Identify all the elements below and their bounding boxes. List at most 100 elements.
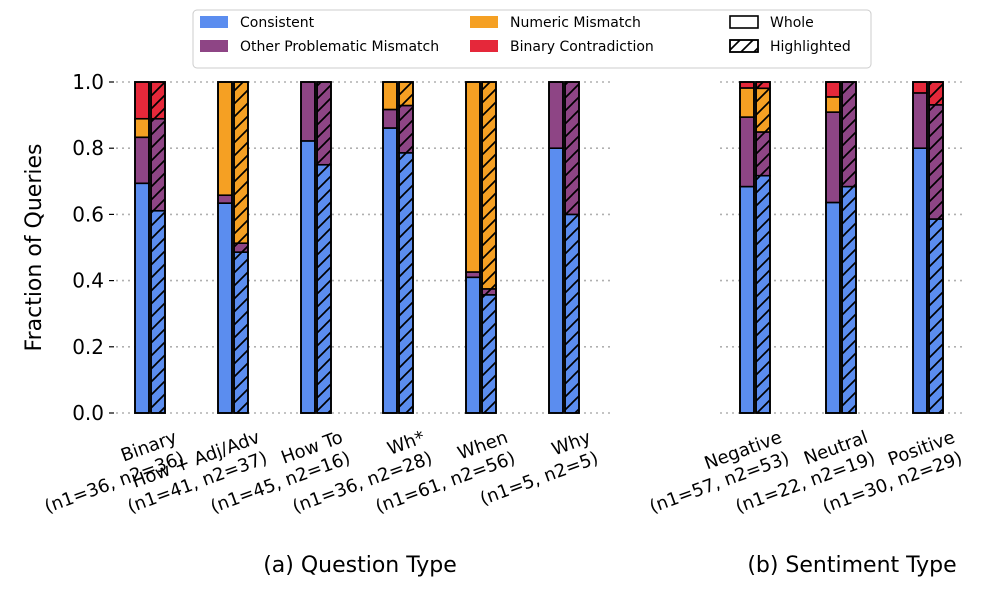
bar-outline-whole <box>548 81 564 414</box>
y-tick-label: 0.0 <box>72 401 104 425</box>
bar-hatch-other-problematic <box>482 288 496 295</box>
bar-whole-consistent <box>382 127 398 414</box>
bar-hatch-consistent <box>317 164 331 413</box>
legend-swatch-other-problematic <box>200 40 228 52</box>
bar-group-wh <box>382 81 414 414</box>
bar-whole-other-problematic <box>739 116 755 188</box>
bar-outline-highlighted <box>233 81 249 414</box>
legend-item-binary: Binary Contradiction <box>470 39 654 55</box>
bar-hatch-consistent <box>151 210 165 413</box>
legend-label-binary: Binary Contradiction <box>510 39 654 55</box>
bar-outline-highlighted <box>316 81 332 414</box>
bar-group-positive <box>912 81 944 414</box>
bar-hatch-other-problematic <box>565 82 579 215</box>
y-tick-label: 0.8 <box>72 136 104 160</box>
bar-whole-numeric <box>739 87 755 118</box>
bar-group-how-adj-adv <box>217 81 249 414</box>
bar-hatch-numeric <box>399 82 413 106</box>
legend-label-highlighted: Highlighted <box>770 39 851 55</box>
y-tick-label: 0.2 <box>72 335 104 359</box>
bar-whole-numeric <box>217 81 233 197</box>
bar-whole-consistent <box>739 185 755 414</box>
legend: Consistent Other Problematic Mismatch Nume… <box>192 9 872 69</box>
legend-swatch-hatch <box>729 39 759 53</box>
bar-whole-other-problematic <box>217 194 233 204</box>
bar-whole-consistent <box>825 201 841 414</box>
legend-swatch-whole <box>729 15 759 29</box>
bar-hatch-consistent <box>756 175 770 413</box>
legend-item-highlighted: Highlighted <box>729 39 851 55</box>
bar-hatch-other-problematic <box>756 131 770 176</box>
y-tick-label: 1.0 <box>72 70 104 94</box>
bar-whole-consistent <box>548 147 564 414</box>
bar-whole-numeric <box>825 96 841 113</box>
y-axis-label: Fraction of Queries <box>22 144 47 352</box>
legend-swatch-numeric <box>470 16 498 28</box>
legend-item-consistent: Consistent <box>200 15 315 31</box>
bar-whole-other-problematic <box>825 111 841 204</box>
bar-group-neutral <box>825 81 857 414</box>
legend-item-whole: Whole <box>729 15 814 31</box>
bar-whole-other-problematic <box>134 136 150 185</box>
bar-hatch-binary <box>929 82 943 105</box>
bar-whole-numeric <box>134 117 150 139</box>
bar-whole-other-problematic <box>548 81 564 149</box>
bar-group-negative <box>739 81 771 414</box>
legend-swatch-binary <box>470 40 498 52</box>
bar-whole-binary <box>912 81 928 94</box>
legend-item-other-problematic: Other Problematic Mismatch <box>200 39 439 55</box>
bar-whole-other-problematic <box>300 81 316 142</box>
bar-whole-consistent <box>300 140 316 414</box>
bar-hatch-consistent <box>234 252 248 413</box>
bar-whole-consistent <box>217 202 233 414</box>
panel-title: (b) Sentiment Type <box>747 553 956 578</box>
bar-outline-highlighted <box>841 81 857 414</box>
bar-whole-consistent <box>912 147 928 414</box>
bar-hatch-numeric <box>756 88 770 132</box>
panel-sentiment-type: Negative(n1=57, n2=53) Neutral(n1=22, n2=… <box>647 81 965 578</box>
bar-outline-whole <box>825 81 841 414</box>
bar-hatch-other-problematic <box>929 104 943 220</box>
bar-hatch-consistent <box>929 219 943 413</box>
bar-outline-whole <box>217 81 233 414</box>
bar-whole-binary <box>825 81 841 98</box>
bar-outline-highlighted <box>755 81 771 414</box>
bar-hatch-consistent <box>399 152 413 414</box>
bar-hatch-other-problematic <box>151 118 165 211</box>
bar-group-why <box>548 81 580 414</box>
bar-outline-whole <box>382 81 398 414</box>
legend-frame <box>192 9 872 69</box>
bar-outline-highlighted <box>150 81 166 414</box>
bar-whole-binary <box>134 81 150 120</box>
bar-hatch-binary <box>756 82 770 89</box>
legend-label-whole: Whole <box>770 15 814 31</box>
bar-outline-whole <box>134 81 150 414</box>
bar-outline-highlighted <box>398 81 414 414</box>
bar-outline-highlighted <box>564 81 580 414</box>
bar-hatch-other-problematic <box>234 243 248 253</box>
bar-hatch-consistent <box>482 294 496 413</box>
bar-outline-highlighted <box>481 81 497 414</box>
legend-label-numeric: Numeric Mismatch <box>510 15 641 31</box>
bar-group-how-to <box>300 81 332 414</box>
bar-group-binary <box>134 81 166 414</box>
bar-outline-whole <box>739 81 755 414</box>
y-tick-label: 0.4 <box>72 269 104 293</box>
y-tick-label: 0.6 <box>72 202 104 226</box>
bar-outline-highlighted <box>928 81 944 414</box>
bar-whole-other-problematic <box>912 92 928 149</box>
bar-outline-whole <box>300 81 316 414</box>
legend-item-numeric: Numeric Mismatch <box>470 15 641 31</box>
legend-label-other-problematic: Other Problematic Mismatch <box>240 39 439 55</box>
bar-hatch-consistent <box>565 214 579 413</box>
bar-outline-whole <box>465 81 481 414</box>
bar-hatch-other-problematic <box>399 105 413 153</box>
bar-whole-numeric <box>465 81 481 273</box>
legend-label-consistent: Consistent <box>240 15 315 31</box>
bar-whole-consistent <box>465 276 481 414</box>
bar-whole-consistent <box>134 182 150 414</box>
bar-hatch-binary <box>151 82 165 119</box>
bar-outline-whole <box>912 81 928 414</box>
